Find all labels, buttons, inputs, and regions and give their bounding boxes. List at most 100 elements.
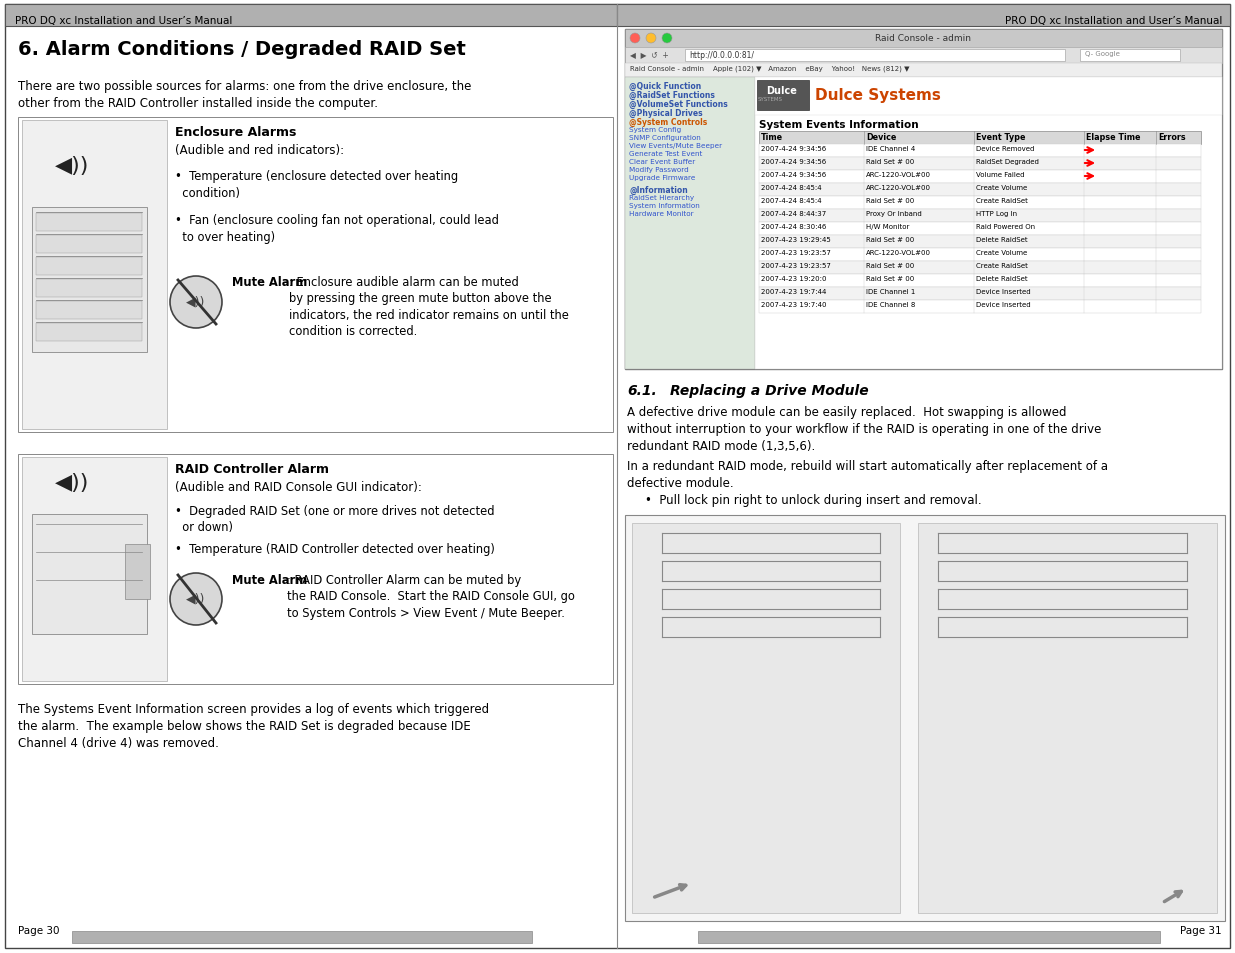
Text: Raid Set # 00: Raid Set # 00 bbox=[866, 236, 914, 243]
Text: Raid Powered On: Raid Powered On bbox=[976, 224, 1035, 230]
Bar bbox=[632, 523, 900, 913]
Text: Page 31: Page 31 bbox=[1181, 925, 1221, 935]
Text: IDE Channel 1: IDE Channel 1 bbox=[866, 289, 915, 294]
Bar bbox=[760, 145, 1200, 158]
Text: RAID Controller Alarm: RAID Controller Alarm bbox=[175, 462, 329, 476]
Text: The Systems Event Information screen provides a log of events which triggered
th: The Systems Event Information screen pro… bbox=[19, 702, 489, 749]
Text: 6. Alarm Conditions / Degraded RAID Set: 6. Alarm Conditions / Degraded RAID Set bbox=[19, 40, 466, 59]
Text: Raid Console - admin    Apple (102) ▼   Amazon    eBay    Yahoo!   News (812) ▼: Raid Console - admin Apple (102) ▼ Amazo… bbox=[630, 66, 909, 72]
Text: Clear Event Buffer: Clear Event Buffer bbox=[629, 159, 695, 165]
Circle shape bbox=[646, 34, 656, 44]
Text: Mute Alarm: Mute Alarm bbox=[232, 275, 308, 289]
Text: PRO DQ xc Installation and User’s Manual: PRO DQ xc Installation and User’s Manual bbox=[15, 16, 232, 26]
Text: Create RaidSet: Create RaidSet bbox=[976, 263, 1028, 269]
Bar bbox=[760, 210, 1200, 223]
Text: ◀)): ◀)) bbox=[54, 473, 89, 493]
Text: Replacing a Drive Module: Replacing a Drive Module bbox=[671, 384, 868, 397]
Text: ARC-1220-VOL#00: ARC-1220-VOL#00 bbox=[866, 250, 931, 255]
Text: 6.1.: 6.1. bbox=[627, 384, 657, 397]
Text: @Information: @Information bbox=[629, 186, 688, 195]
Text: Create RaidSet: Create RaidSet bbox=[976, 198, 1028, 204]
Bar bbox=[760, 223, 1200, 235]
Text: Page 30: Page 30 bbox=[19, 925, 59, 935]
Text: IDE Channel 4: IDE Channel 4 bbox=[866, 146, 915, 152]
Text: Errors: Errors bbox=[1158, 132, 1186, 142]
Text: Q- Google: Q- Google bbox=[1086, 51, 1120, 57]
Text: Create Volume: Create Volume bbox=[976, 250, 1028, 255]
Bar bbox=[760, 274, 1200, 288]
Text: There are two possible sources for alarms: one from the drive enclosure, the
oth: There are two possible sources for alarm… bbox=[19, 80, 472, 110]
Bar bbox=[625, 30, 1221, 48]
Bar bbox=[757, 81, 809, 111]
Text: : Enclosure audible alarm can be muted
by pressing the green mute button above t: : Enclosure audible alarm can be muted b… bbox=[289, 275, 569, 338]
Text: 2007-4-24 8:30:46: 2007-4-24 8:30:46 bbox=[761, 224, 826, 230]
Text: View Events/Mute Beeper: View Events/Mute Beeper bbox=[629, 143, 722, 149]
Bar bbox=[760, 184, 1200, 196]
Bar bbox=[36, 302, 142, 319]
Bar bbox=[32, 515, 147, 635]
Text: •  Degraded RAID Set (one or more drives not detected
  or down): • Degraded RAID Set (one or more drives … bbox=[175, 504, 494, 534]
Text: IDE Channel 8: IDE Channel 8 bbox=[866, 302, 915, 308]
Bar bbox=[22, 457, 167, 681]
Text: Mute Alarm: Mute Alarm bbox=[232, 574, 308, 586]
Text: @Physical Drives: @Physical Drives bbox=[629, 109, 703, 118]
Text: •  Pull lock pin right to unlock during insert and removal.: • Pull lock pin right to unlock during i… bbox=[645, 494, 982, 506]
Circle shape bbox=[170, 574, 222, 625]
Bar bbox=[36, 280, 142, 297]
Text: Raid Set # 00: Raid Set # 00 bbox=[866, 275, 914, 282]
Text: @VolumeSet Functions: @VolumeSet Functions bbox=[629, 100, 727, 109]
Text: Modify Password: Modify Password bbox=[629, 167, 689, 172]
Text: Event Type: Event Type bbox=[976, 132, 1025, 142]
Bar bbox=[625, 48, 1221, 64]
Circle shape bbox=[630, 34, 640, 44]
Circle shape bbox=[662, 34, 672, 44]
Bar bbox=[625, 30, 1221, 370]
Text: 2007-4-23 19:29:45: 2007-4-23 19:29:45 bbox=[761, 236, 831, 243]
Text: Dulce Systems: Dulce Systems bbox=[815, 88, 941, 103]
Text: Device Inserted: Device Inserted bbox=[976, 289, 1031, 294]
Bar bbox=[760, 132, 1200, 145]
Bar bbox=[760, 249, 1200, 262]
Text: Volume Failed: Volume Failed bbox=[976, 172, 1025, 178]
Text: (Audible and red indicators):: (Audible and red indicators): bbox=[175, 144, 345, 157]
Bar bbox=[760, 301, 1200, 314]
Bar bbox=[760, 262, 1200, 274]
Text: •  Temperature (enclosure detected over heating
  condition): • Temperature (enclosure detected over h… bbox=[175, 170, 458, 199]
Bar bbox=[125, 544, 149, 599]
Text: HTTP Log In: HTTP Log In bbox=[976, 211, 1018, 216]
Text: 2007-4-23 19:23:57: 2007-4-23 19:23:57 bbox=[761, 250, 831, 255]
Text: System Config: System Config bbox=[629, 127, 682, 132]
Text: 2007-4-24 8:45:4: 2007-4-24 8:45:4 bbox=[761, 198, 821, 204]
Text: Raid Console - admin: Raid Console - admin bbox=[876, 34, 971, 43]
Text: Upgrade Firmware: Upgrade Firmware bbox=[629, 174, 695, 181]
Bar bbox=[32, 208, 147, 353]
Text: (Audible and RAID Console GUI indicator):: (Audible and RAID Console GUI indicator)… bbox=[175, 480, 422, 494]
Bar bbox=[19, 455, 613, 684]
Text: A defective drive module can be easily replaced.  Hot swapping is allowed
withou: A defective drive module can be easily r… bbox=[627, 406, 1102, 453]
Text: : RAID Controller Alarm can be muted by
the RAID Console.  Start the RAID Consol: : RAID Controller Alarm can be muted by … bbox=[287, 574, 574, 619]
Text: Device Removed: Device Removed bbox=[976, 146, 1035, 152]
Text: ◀)): ◀)) bbox=[186, 592, 206, 604]
Bar bbox=[760, 235, 1200, 249]
Text: Delete RaidSet: Delete RaidSet bbox=[976, 275, 1028, 282]
Text: 2007-4-24 9:34:56: 2007-4-24 9:34:56 bbox=[761, 146, 826, 152]
Text: Raid Set # 00: Raid Set # 00 bbox=[866, 263, 914, 269]
Text: In a redundant RAID mode, rebuild will start automatically after replacement of : In a redundant RAID mode, rebuild will s… bbox=[627, 459, 1108, 490]
Bar bbox=[22, 121, 167, 430]
Text: Proxy Or Inband: Proxy Or Inband bbox=[866, 211, 921, 216]
Bar bbox=[36, 324, 142, 341]
Text: Delete RaidSet: Delete RaidSet bbox=[976, 236, 1028, 243]
Bar bbox=[698, 931, 1160, 943]
Text: @System Controls: @System Controls bbox=[629, 118, 708, 127]
Text: System Information: System Information bbox=[629, 203, 700, 209]
Bar bbox=[755, 78, 1221, 370]
Text: SYSTEMS: SYSTEMS bbox=[757, 97, 783, 102]
Text: Elapse Time: Elapse Time bbox=[1086, 132, 1140, 142]
Bar bbox=[72, 931, 532, 943]
Text: RaidSet Hierarchy: RaidSet Hierarchy bbox=[629, 194, 694, 201]
Text: •  Fan (enclosure cooling fan not operational, could lead
  to over heating): • Fan (enclosure cooling fan not operati… bbox=[175, 213, 499, 243]
Text: Dulce: Dulce bbox=[767, 86, 798, 96]
Bar bbox=[5, 5, 618, 27]
Text: RaidSet Degraded: RaidSet Degraded bbox=[976, 159, 1039, 165]
Text: @RaidSet Functions: @RaidSet Functions bbox=[629, 91, 715, 100]
